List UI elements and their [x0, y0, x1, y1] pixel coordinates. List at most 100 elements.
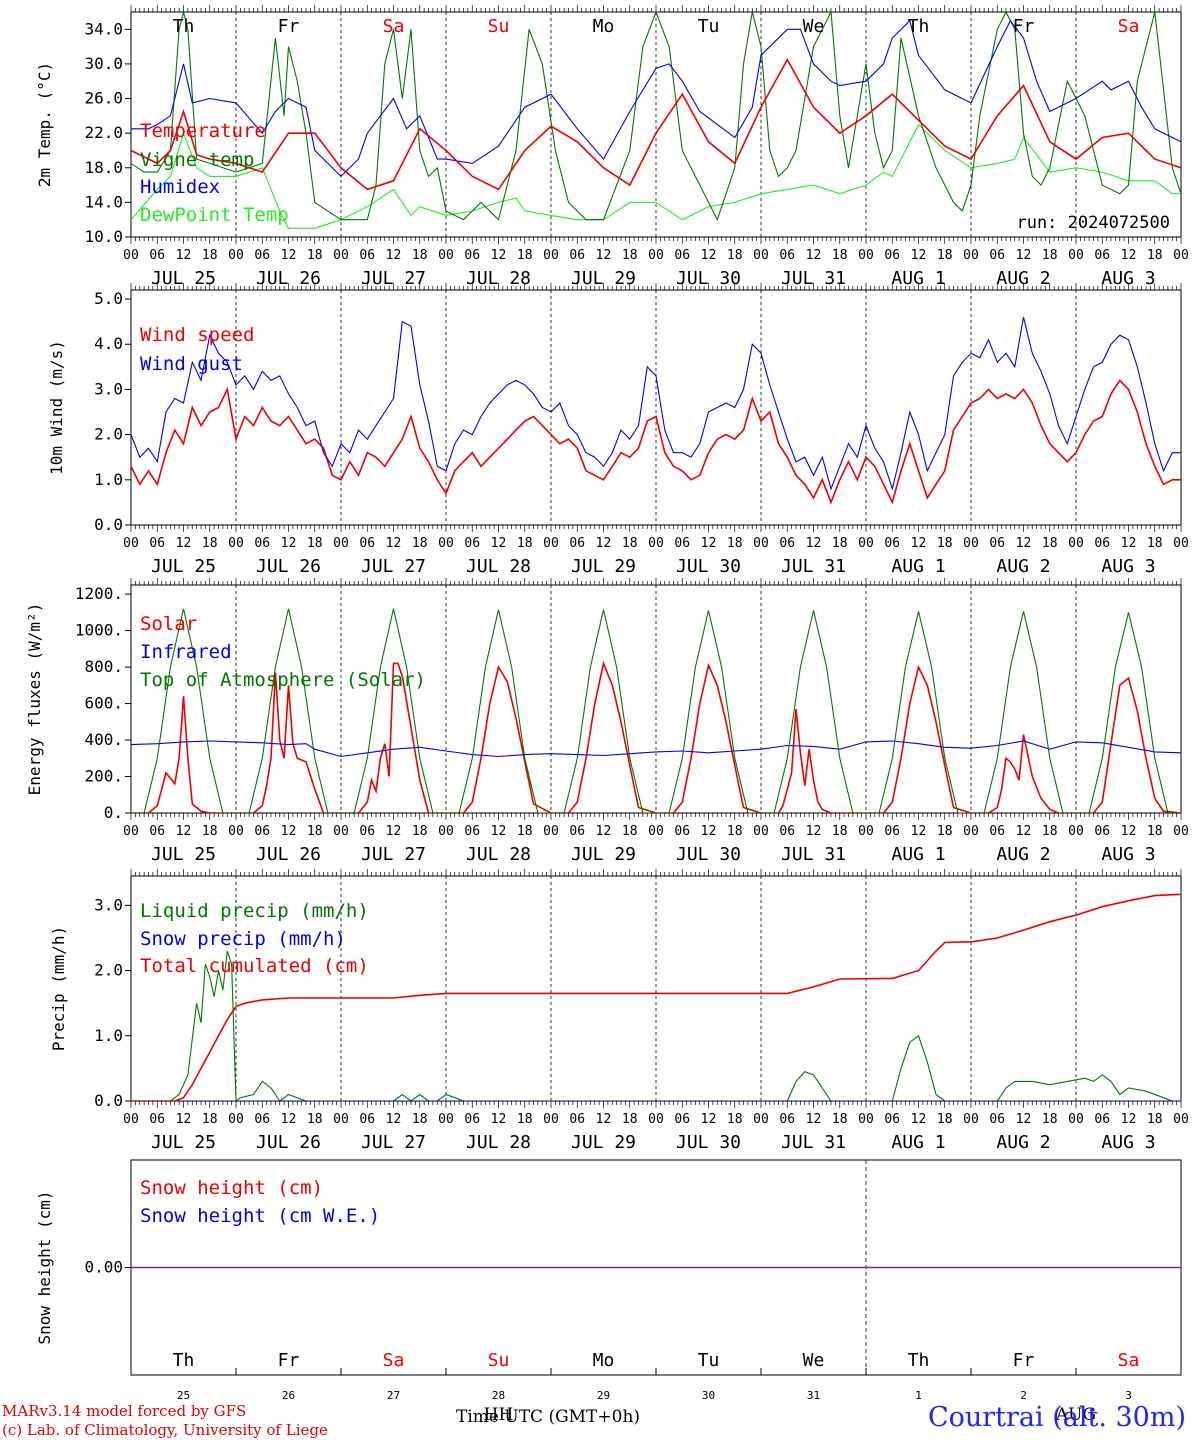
hour-label-1-126: 06: [674, 536, 690, 551]
hour-label-3-210: 18: [1042, 1112, 1058, 1127]
y-tick-label-0-4: 26.0: [84, 89, 123, 108]
hour-label-1-120: 00: [648, 536, 664, 551]
hour-label-0-72: 00: [438, 248, 454, 263]
hour-label-3-114: 18: [622, 1112, 638, 1127]
hour-label-3-54: 06: [359, 1112, 375, 1127]
date-label-0-1: JUL 26: [256, 268, 321, 289]
y-tick-label-1-3: 3.0: [94, 379, 123, 398]
date-label-3-6: JUL 31: [781, 1132, 846, 1153]
hour-label-1-132: 12: [701, 536, 717, 551]
hour-label-3-216: 00: [1068, 1112, 1084, 1127]
date-label-3-0: JUL 25: [151, 1132, 216, 1153]
hour-label-2-168: 00: [858, 824, 874, 839]
date-label-0-9: AUG 3: [1101, 268, 1155, 289]
hour-label-1-48: 00: [333, 536, 349, 551]
hour-label-3-180: 12: [911, 1112, 927, 1127]
hour-label-2-108: 12: [596, 824, 612, 839]
lab-credit: (c) Lab. of Climatology, University of L…: [2, 1421, 328, 1439]
hour-label-2-180: 12: [911, 824, 927, 839]
hour-label-3-12: 12: [176, 1112, 192, 1127]
hour-label-2-96: 00: [543, 824, 559, 839]
hour-label-0-132: 12: [701, 248, 717, 263]
hour-label-1-234: 18: [1147, 536, 1163, 551]
legend-entry-4-0: Snow height (cm): [140, 1177, 323, 1199]
hour-label-2-204: 12: [1016, 824, 1032, 839]
hour-label-3-168: 00: [858, 1112, 874, 1127]
date-label-2-2: JUL 27: [361, 844, 426, 865]
y-tick-label-3-3: 3.0: [94, 895, 123, 914]
hour-label-2-42: 18: [307, 824, 323, 839]
hour-label-3-126: 06: [674, 1112, 690, 1127]
hour-label-3-36: 12: [281, 1112, 297, 1127]
top-day-name-4: Mo: [593, 16, 615, 37]
hour-label-1-210: 18: [1042, 536, 1058, 551]
date-label-1-9: AUG 3: [1101, 556, 1155, 577]
hour-label-3-156: 12: [806, 1112, 822, 1127]
hour-label-2-132: 12: [701, 824, 717, 839]
hour-label-0-198: 06: [989, 248, 1005, 263]
date-label-1-0: JUL 25: [151, 556, 216, 577]
hour-label-1-240: 00: [1173, 536, 1189, 551]
legend-entry-2-0: Solar: [140, 613, 197, 635]
date-label-3-2: JUL 27: [361, 1132, 426, 1153]
hour-label-0-30: 06: [254, 248, 270, 263]
hour-label-1-12: 12: [176, 536, 192, 551]
series-line-0-1: [131, 12, 1181, 222]
y-tick-label-2-5: 1000.: [75, 621, 123, 640]
date-label-0-7: AUG 1: [891, 268, 945, 289]
hour-label-0-222: 06: [1094, 248, 1110, 263]
hour-label-0-90: 18: [517, 248, 533, 263]
snow-day-name-0: Th: [173, 1350, 195, 1371]
hour-label-1-90: 18: [517, 536, 533, 551]
hour-label-2-18: 18: [202, 824, 218, 839]
top-day-name-0: Th: [173, 16, 195, 37]
date-label-2-7: AUG 1: [891, 844, 945, 865]
hour-label-1-30: 06: [254, 536, 270, 551]
hour-label-1-222: 06: [1094, 536, 1110, 551]
y-tick-label-1-1: 1.0: [94, 470, 123, 489]
legend-entry-3-2: Total cumulated (cm): [140, 955, 369, 977]
hour-label-3-6: 06: [149, 1112, 165, 1127]
hour-label-0-120: 00: [648, 248, 664, 263]
date-label-3-1: JUL 26: [256, 1132, 321, 1153]
hour-label-1-192: 00: [963, 536, 979, 551]
hour-label-1-198: 06: [989, 536, 1005, 551]
snow-day-number-4: 29: [597, 1389, 610, 1402]
hour-label-0-162: 18: [832, 248, 848, 263]
date-label-0-3: JUL 28: [466, 268, 531, 289]
y-tick-label-1-4: 4.0: [94, 334, 123, 353]
hour-label-1-138: 18: [727, 536, 743, 551]
hour-label-2-6: 06: [149, 824, 165, 839]
hour-label-1-216: 00: [1068, 536, 1084, 551]
hour-label-2-144: 00: [753, 824, 769, 839]
hour-label-0-156: 12: [806, 248, 822, 263]
hour-label-3-192: 00: [963, 1112, 979, 1127]
hour-label-0-42: 18: [307, 248, 323, 263]
legend-entry-0-0: Temperature: [140, 120, 266, 142]
hour-label-1-114: 18: [622, 536, 638, 551]
hour-label-2-198: 06: [989, 824, 1005, 839]
hour-label-1-108: 12: [596, 536, 612, 551]
time-axis-label: Time UTC (GMT+0h): [456, 1407, 641, 1427]
top-day-name-3: Su: [488, 16, 510, 37]
snow-day-name-3: Su: [488, 1350, 510, 1371]
hour-label-3-144: 00: [753, 1112, 769, 1127]
hour-label-3-108: 12: [596, 1112, 612, 1127]
legend-entry-4-1: Snow height (cm W.E.): [140, 1205, 380, 1227]
legend-entry-3-0: Liquid precip (mm/h): [140, 900, 369, 922]
hour-label-3-72: 00: [438, 1112, 454, 1127]
hour-label-1-168: 00: [858, 536, 874, 551]
hour-label-1-60: 12: [386, 536, 402, 551]
hour-label-1-174: 06: [884, 536, 900, 551]
hour-label-0-186: 18: [937, 248, 953, 263]
date-label-1-1: JUL 26: [256, 556, 321, 577]
hour-label-1-66: 18: [412, 536, 428, 551]
hour-label-2-126: 06: [674, 824, 690, 839]
date-label-1-6: JUL 31: [781, 556, 846, 577]
series-line-0-3: [131, 123, 1181, 229]
legend-entry-1-0: Wind speed: [140, 324, 254, 346]
hour-label-2-138: 18: [727, 824, 743, 839]
date-label-1-8: AUG 2: [996, 556, 1050, 577]
date-label-3-3: JUL 28: [466, 1132, 531, 1153]
